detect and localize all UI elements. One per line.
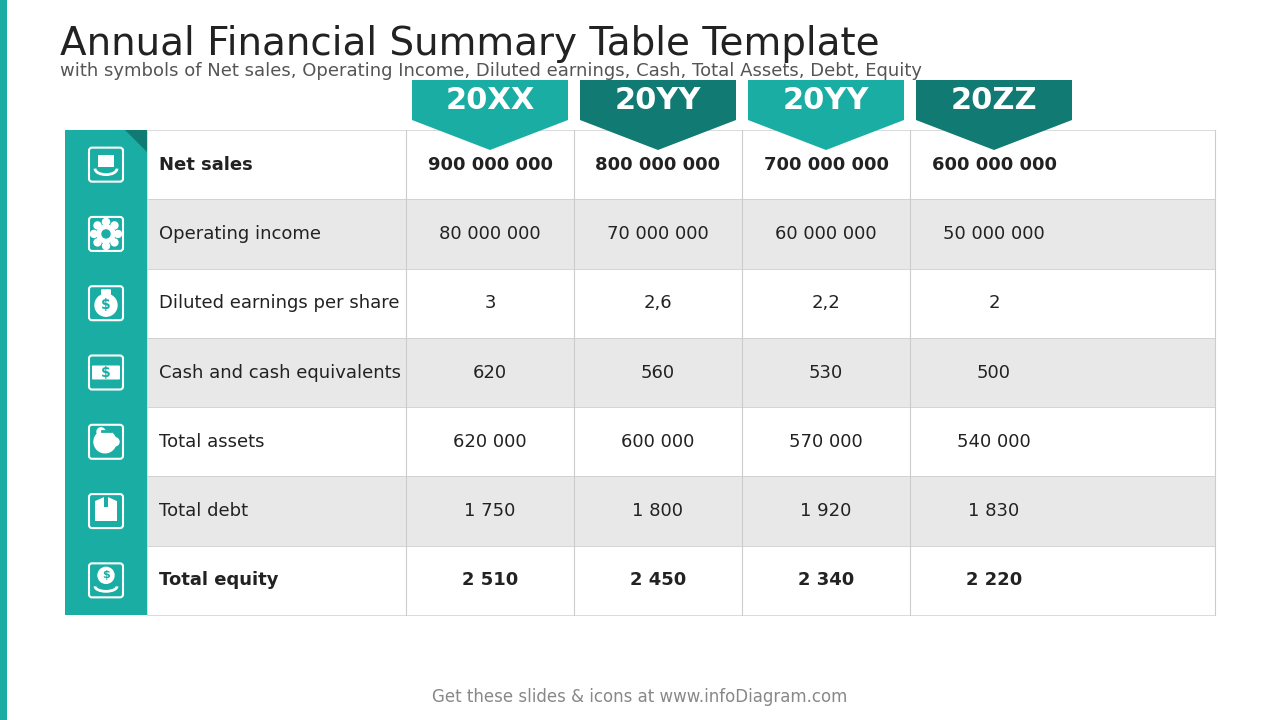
FancyBboxPatch shape bbox=[147, 546, 1215, 615]
Text: 560: 560 bbox=[641, 364, 675, 382]
Text: 620: 620 bbox=[472, 364, 507, 382]
Text: 570 000: 570 000 bbox=[790, 433, 863, 451]
Circle shape bbox=[102, 218, 110, 225]
FancyBboxPatch shape bbox=[65, 130, 147, 615]
Text: 3: 3 bbox=[484, 294, 495, 312]
Text: Diluted earnings per share: Diluted earnings per share bbox=[159, 294, 399, 312]
Text: 2,2: 2,2 bbox=[812, 294, 841, 312]
Circle shape bbox=[93, 239, 101, 246]
Circle shape bbox=[93, 431, 116, 453]
Circle shape bbox=[99, 567, 114, 583]
Polygon shape bbox=[748, 80, 904, 150]
FancyBboxPatch shape bbox=[92, 366, 120, 379]
Text: 2 220: 2 220 bbox=[966, 572, 1023, 590]
Text: 50 000 000: 50 000 000 bbox=[943, 225, 1044, 243]
Circle shape bbox=[97, 225, 115, 243]
Text: 600 000 000: 600 000 000 bbox=[932, 156, 1056, 174]
FancyBboxPatch shape bbox=[147, 477, 1215, 546]
Text: 900 000 000: 900 000 000 bbox=[428, 156, 553, 174]
Text: 700 000 000: 700 000 000 bbox=[763, 156, 888, 174]
Text: Get these slides & icons at www.infoDiagram.com: Get these slides & icons at www.infoDiag… bbox=[433, 688, 847, 706]
Text: with symbols of Net sales, Operating Income, Diluted earnings, Cash, Total Asset: with symbols of Net sales, Operating Inc… bbox=[60, 62, 922, 80]
Text: $: $ bbox=[101, 366, 111, 379]
Text: 800 000 000: 800 000 000 bbox=[595, 156, 721, 174]
Polygon shape bbox=[125, 130, 147, 152]
Text: 60 000 000: 60 000 000 bbox=[776, 225, 877, 243]
Text: 530: 530 bbox=[809, 364, 844, 382]
FancyBboxPatch shape bbox=[147, 269, 1215, 338]
Text: 2 510: 2 510 bbox=[462, 572, 518, 590]
Text: 500: 500 bbox=[977, 364, 1011, 382]
Circle shape bbox=[93, 222, 101, 229]
Text: 2,6: 2,6 bbox=[644, 294, 672, 312]
Text: Net sales: Net sales bbox=[159, 156, 252, 174]
FancyBboxPatch shape bbox=[147, 199, 1215, 269]
Text: 1 920: 1 920 bbox=[800, 502, 851, 520]
Text: Total debt: Total debt bbox=[159, 502, 248, 520]
Text: 2 450: 2 450 bbox=[630, 572, 686, 590]
Circle shape bbox=[111, 222, 118, 229]
FancyBboxPatch shape bbox=[101, 289, 111, 296]
Circle shape bbox=[91, 230, 97, 238]
Circle shape bbox=[102, 243, 110, 249]
Circle shape bbox=[102, 230, 110, 238]
Text: Operating income: Operating income bbox=[159, 225, 321, 243]
Text: $: $ bbox=[101, 298, 111, 312]
Text: Total equity: Total equity bbox=[159, 572, 279, 590]
Text: 620 000: 620 000 bbox=[453, 433, 527, 451]
Text: 20XX: 20XX bbox=[445, 86, 535, 114]
Text: 600 000: 600 000 bbox=[621, 433, 695, 451]
Polygon shape bbox=[108, 497, 116, 507]
FancyBboxPatch shape bbox=[0, 0, 6, 720]
Text: 540 000: 540 000 bbox=[957, 433, 1030, 451]
Circle shape bbox=[111, 239, 118, 246]
FancyBboxPatch shape bbox=[147, 130, 1215, 199]
FancyBboxPatch shape bbox=[147, 407, 1215, 477]
Text: Cash and cash equivalents: Cash and cash equivalents bbox=[159, 364, 401, 382]
FancyBboxPatch shape bbox=[95, 507, 116, 521]
Circle shape bbox=[95, 294, 116, 316]
FancyBboxPatch shape bbox=[99, 155, 114, 166]
Text: 1 800: 1 800 bbox=[632, 502, 684, 520]
Text: 1 830: 1 830 bbox=[969, 502, 1020, 520]
Text: Annual Financial Summary Table Template: Annual Financial Summary Table Template bbox=[60, 25, 879, 63]
Text: 20YY: 20YY bbox=[783, 86, 869, 114]
Text: 20YY: 20YY bbox=[614, 86, 701, 114]
Text: 2: 2 bbox=[988, 294, 1000, 312]
Polygon shape bbox=[95, 497, 104, 507]
Text: 2 340: 2 340 bbox=[797, 572, 854, 590]
Text: 70 000 000: 70 000 000 bbox=[607, 225, 709, 243]
Text: 80 000 000: 80 000 000 bbox=[439, 225, 541, 243]
Circle shape bbox=[111, 438, 119, 446]
Polygon shape bbox=[580, 80, 736, 150]
Polygon shape bbox=[916, 80, 1073, 150]
Circle shape bbox=[97, 428, 105, 436]
Text: $: $ bbox=[102, 570, 110, 580]
Circle shape bbox=[114, 230, 122, 238]
Polygon shape bbox=[412, 80, 568, 150]
Text: 1 750: 1 750 bbox=[465, 502, 516, 520]
Text: Total assets: Total assets bbox=[159, 433, 265, 451]
Text: 20ZZ: 20ZZ bbox=[951, 86, 1037, 114]
FancyBboxPatch shape bbox=[147, 338, 1215, 407]
